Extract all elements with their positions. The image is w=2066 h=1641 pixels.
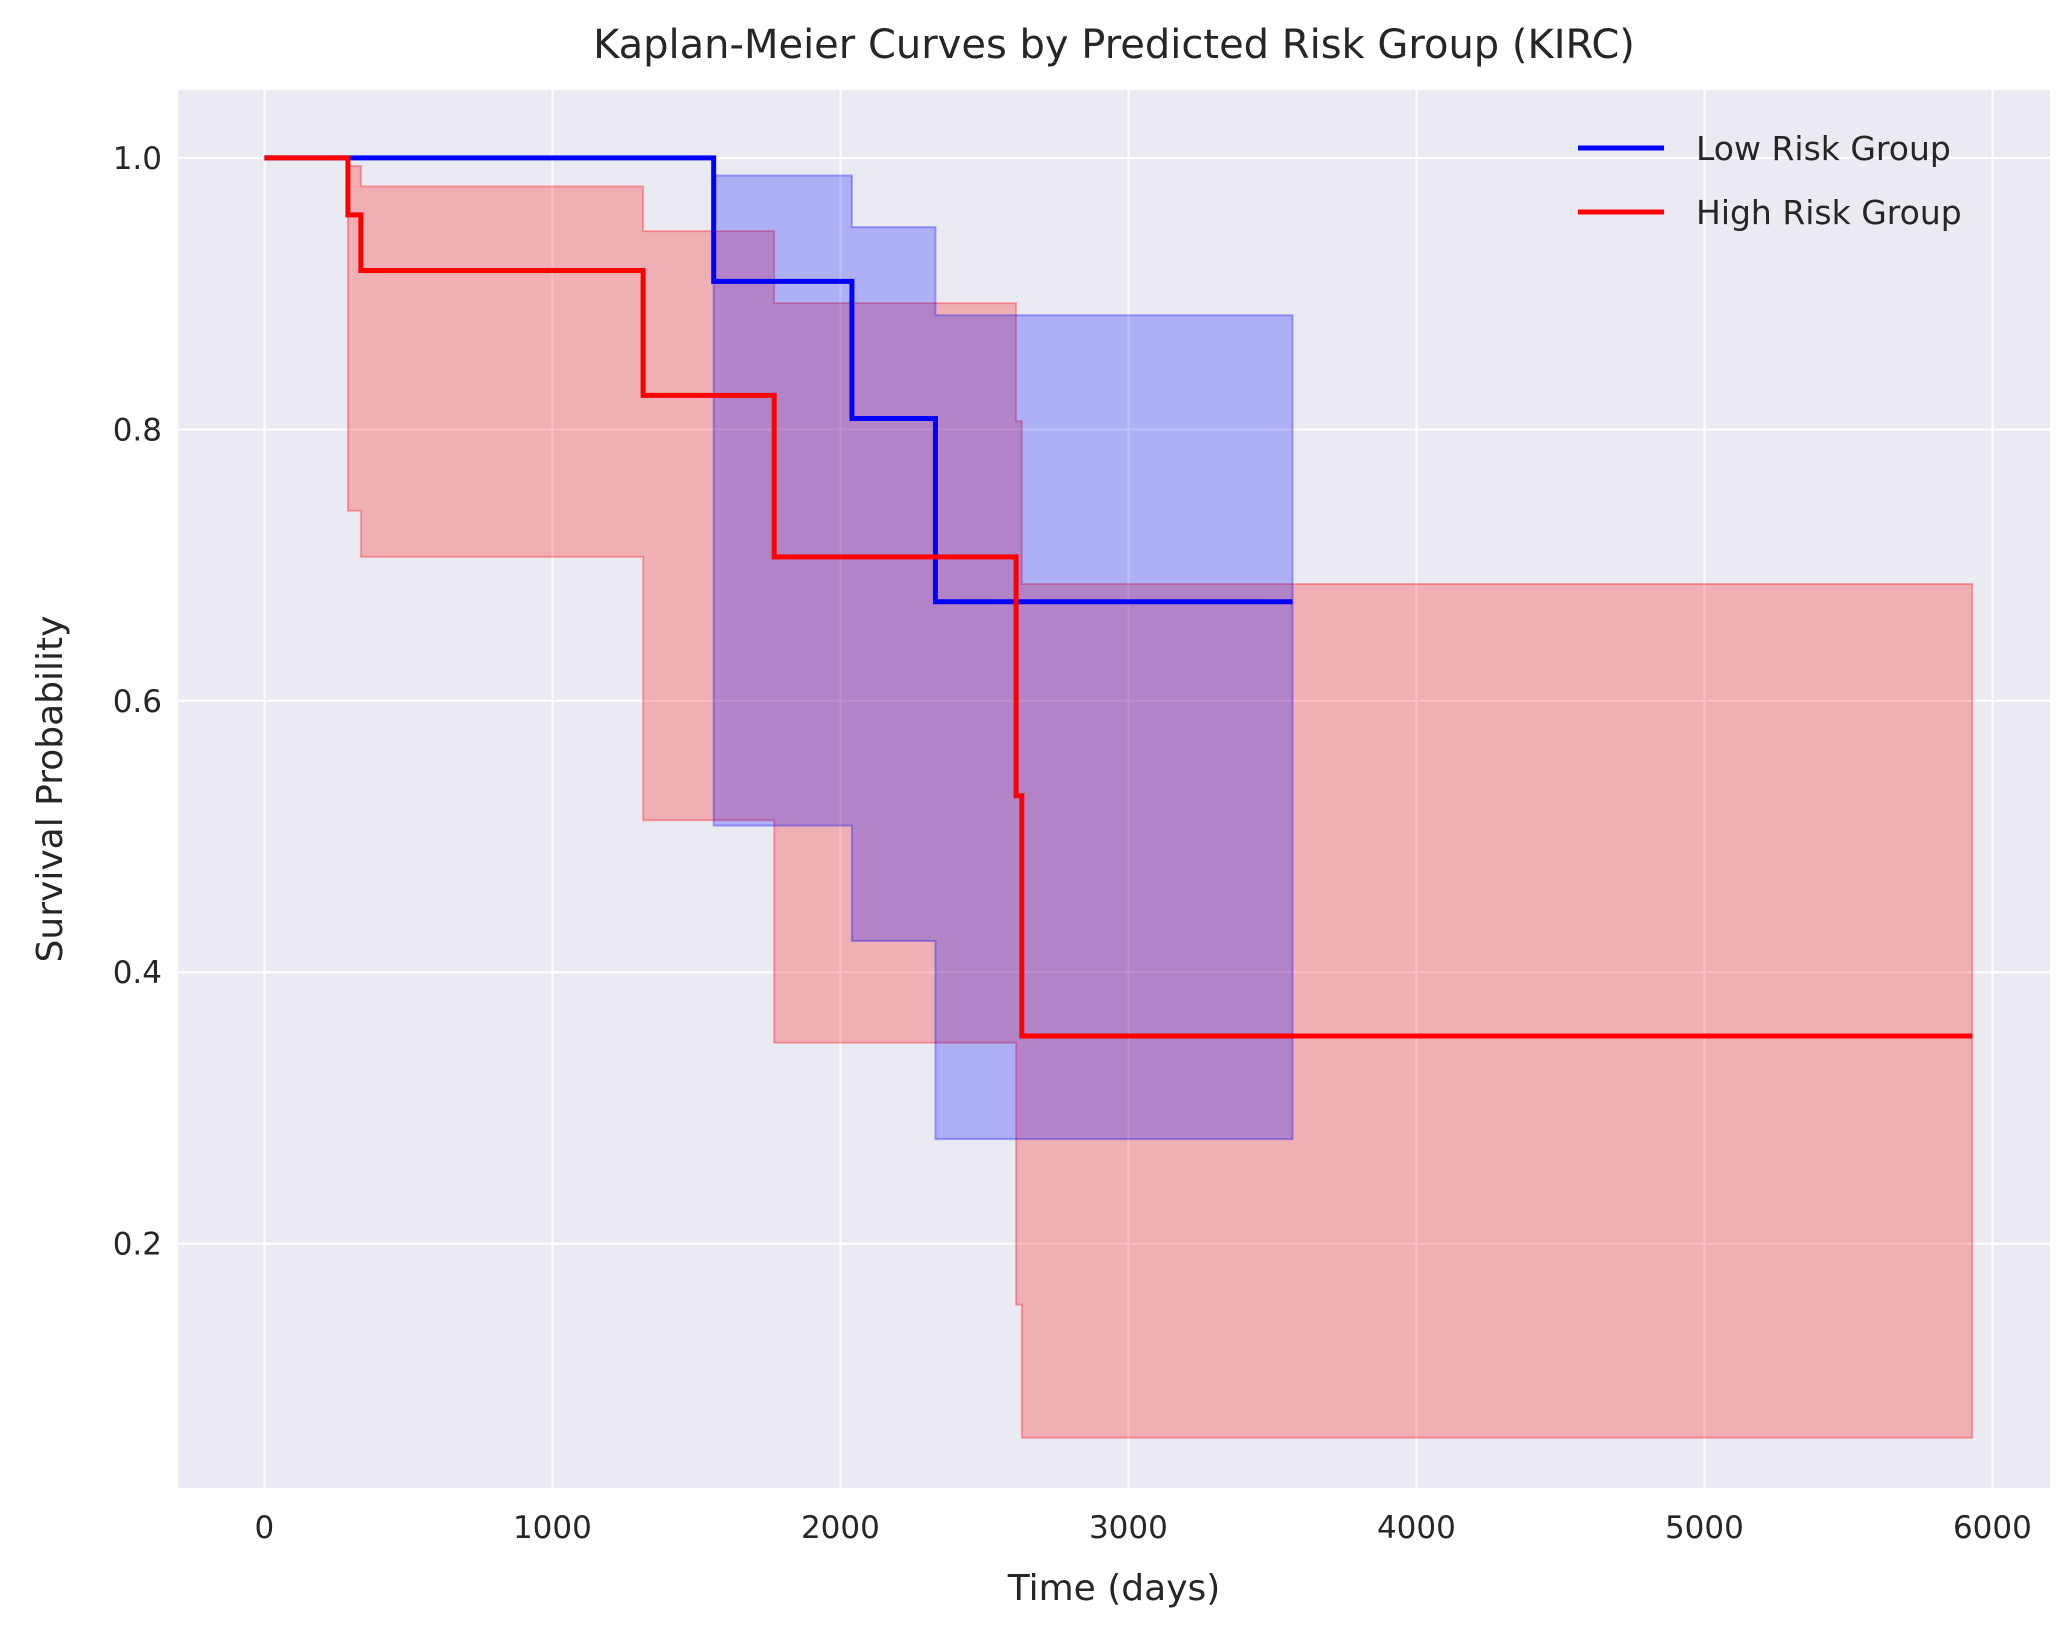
y-tick-label: 0.6	[113, 684, 162, 720]
legend-label: Low Risk Group	[1696, 129, 1951, 168]
grid-lines	[178, 90, 2050, 1488]
x-tick-label: 3000	[1089, 1510, 1168, 1546]
legend: Low Risk Group High Risk Group	[1578, 129, 1962, 232]
plot-area	[178, 90, 2050, 1488]
y-tick-label: 0.2	[113, 1227, 162, 1263]
confidence-bands	[264, 156, 1974, 1439]
y-tick-label: 0.4	[113, 955, 162, 991]
low-risk-survival-line	[264, 155, 1293, 605]
y-axis-label: Survival Probability	[30, 616, 71, 963]
survival-curves	[264, 155, 1973, 1039]
x-axis-label: Time (days)	[1007, 1568, 1221, 1609]
x-tick-labels: 0 1000 2000 3000 4000 5000 6000	[255, 1510, 2032, 1546]
x-tick-label: 4000	[1377, 1510, 1456, 1546]
chart-title: Kaplan-Meier Curves by Predicted Risk Gr…	[593, 22, 1635, 68]
high-risk-confidence-band	[264, 156, 1974, 1439]
y-tick-label: 0.8	[113, 412, 162, 448]
legend-label: High Risk Group	[1696, 193, 1962, 232]
x-tick-label: 5000	[1665, 1510, 1744, 1546]
x-tick-label: 0	[255, 1510, 275, 1546]
high-risk-survival-line	[264, 155, 1973, 1039]
x-tick-label: 1000	[513, 1510, 592, 1546]
x-tick-label: 6000	[1953, 1510, 2032, 1546]
y-tick-label: 1.0	[113, 141, 162, 177]
low-risk-confidence-band	[264, 156, 1294, 1141]
y-tick-labels: 0.2 0.4 0.6 0.8 1.0	[113, 141, 162, 1263]
x-tick-label: 2000	[801, 1510, 880, 1546]
